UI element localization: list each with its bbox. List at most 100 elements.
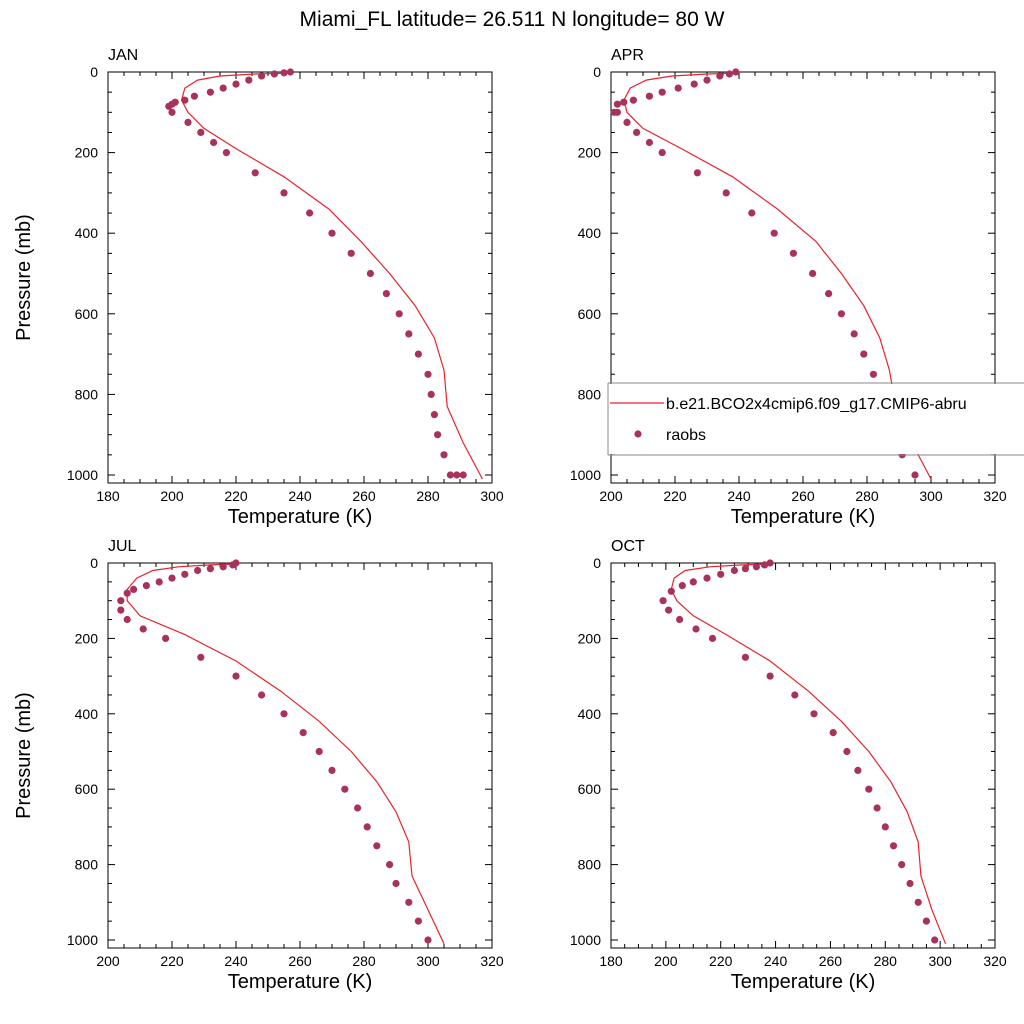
x-tick-label: 320 — [983, 488, 1007, 504]
y-tick-label: 0 — [593, 555, 601, 571]
raobs-point — [854, 766, 862, 775]
raobs-point — [446, 471, 454, 479]
raobs-point — [898, 861, 906, 869]
x-tick-label: 280 — [416, 488, 440, 504]
raobs-point — [162, 634, 170, 643]
legend-background — [609, 384, 1024, 454]
raobs-point — [732, 68, 740, 76]
raobs-point — [130, 585, 138, 594]
y-tick-label: 600 — [578, 781, 602, 797]
raobs-point — [860, 350, 868, 358]
raobs-point — [690, 80, 698, 88]
y-tick-label: 400 — [75, 706, 99, 722]
raobs-point — [258, 691, 266, 699]
x-tick-label: 300 — [480, 488, 504, 504]
raobs-point — [181, 96, 189, 104]
raobs-point — [914, 898, 922, 906]
raobs-point — [258, 72, 266, 80]
x-tick-label: 240 — [288, 488, 312, 504]
raobs-point — [197, 128, 205, 136]
raobs-point — [315, 747, 323, 756]
raobs-point — [123, 615, 131, 624]
y-tick-label: 400 — [578, 225, 602, 241]
raobs-point — [922, 917, 931, 925]
raobs-point — [629, 96, 638, 104]
raobs-point — [676, 615, 684, 624]
raobs-point — [427, 390, 435, 398]
y-tick-label: 200 — [578, 145, 602, 161]
raobs-point — [270, 70, 278, 78]
raobs-point — [725, 70, 734, 78]
raobs-point — [873, 804, 881, 812]
raobs-point — [716, 72, 724, 80]
raobs-point — [117, 606, 125, 614]
plot-frame — [107, 71, 493, 484]
raobs-point — [667, 587, 675, 595]
raobs-point — [430, 411, 438, 419]
raobs-point — [693, 169, 702, 177]
raobs-point — [658, 88, 666, 96]
x-tick-label: 320 — [480, 953, 504, 969]
x-tick-label: 300 — [416, 953, 440, 969]
x-tick-label: 280 — [874, 953, 898, 969]
x-tick-label: 220 — [709, 953, 733, 969]
raobs-point — [730, 566, 739, 575]
legend-model-label: b.e21.BCO2x4cmip6.f09_g17.CMIP6-abru — [666, 396, 967, 413]
raobs-point — [168, 108, 176, 116]
raobs-point — [142, 582, 150, 590]
panels-group: JAN 180 200 220 240 260 280 300 0 200 400 600 800 100… — [13, 47, 1007, 993]
raobs-point — [459, 471, 467, 479]
x-tick-label: 180 — [599, 953, 623, 969]
raobs-point — [139, 625, 147, 633]
raobs-point — [299, 729, 307, 737]
raobs-point — [752, 563, 761, 571]
raobs-point — [766, 672, 774, 680]
plot-frame — [610, 562, 996, 949]
raobs-point — [829, 729, 837, 737]
y-tick-label: 600 — [578, 306, 602, 322]
raobs-point — [392, 879, 400, 888]
y-tick-label: 200 — [75, 145, 99, 161]
x-axis-label: Temperature (K) — [731, 506, 876, 528]
x-tick-label: 220 — [160, 953, 184, 969]
raobs-point — [613, 108, 622, 116]
raobs-point — [219, 84, 227, 92]
raobs-point — [741, 653, 750, 661]
x-axis-label: Temperature (K) — [228, 506, 373, 528]
y-tick-label: 400 — [75, 225, 99, 241]
raobs-point — [645, 92, 654, 100]
x-tick-label: 260 — [819, 953, 843, 969]
raobs-point — [809, 269, 817, 278]
x-tick-label: 280 — [352, 953, 376, 969]
y-tick-label: 0 — [593, 64, 601, 80]
raobs-point — [306, 209, 314, 217]
raobs-point — [837, 310, 846, 318]
raobs-point — [761, 561, 769, 569]
raobs-point — [386, 861, 394, 869]
raobs-point — [373, 842, 381, 850]
raobs-point — [117, 597, 125, 605]
y-tick-label: 600 — [75, 306, 99, 322]
raobs-point — [363, 823, 371, 831]
raobs-point — [168, 574, 176, 582]
model-series-line — [126, 563, 445, 945]
x-tick-label: 280 — [855, 488, 879, 504]
raobs-point — [395, 310, 403, 318]
raobs-point — [328, 229, 336, 237]
raobs-point — [382, 290, 390, 298]
x-tick-label: 220 — [663, 488, 687, 504]
raobs-point — [703, 574, 711, 582]
raobs-point — [623, 118, 631, 126]
panel-jul: JUL 200 220 240 260 280 300 320 0 200 400 600 800 100… — [13, 538, 504, 993]
y-axis-label: Pressure (mb) — [13, 692, 35, 819]
raobs-point — [869, 370, 878, 378]
raobs-point — [184, 118, 192, 126]
y-tick-label: 1000 — [570, 467, 601, 483]
raobs-point — [453, 471, 461, 479]
raobs-point — [366, 269, 374, 278]
raobs-point — [286, 68, 294, 76]
raobs-point — [692, 625, 700, 633]
raobs-point — [222, 149, 230, 157]
x-tick-label: 200 — [96, 953, 120, 969]
raobs-point — [658, 149, 666, 157]
